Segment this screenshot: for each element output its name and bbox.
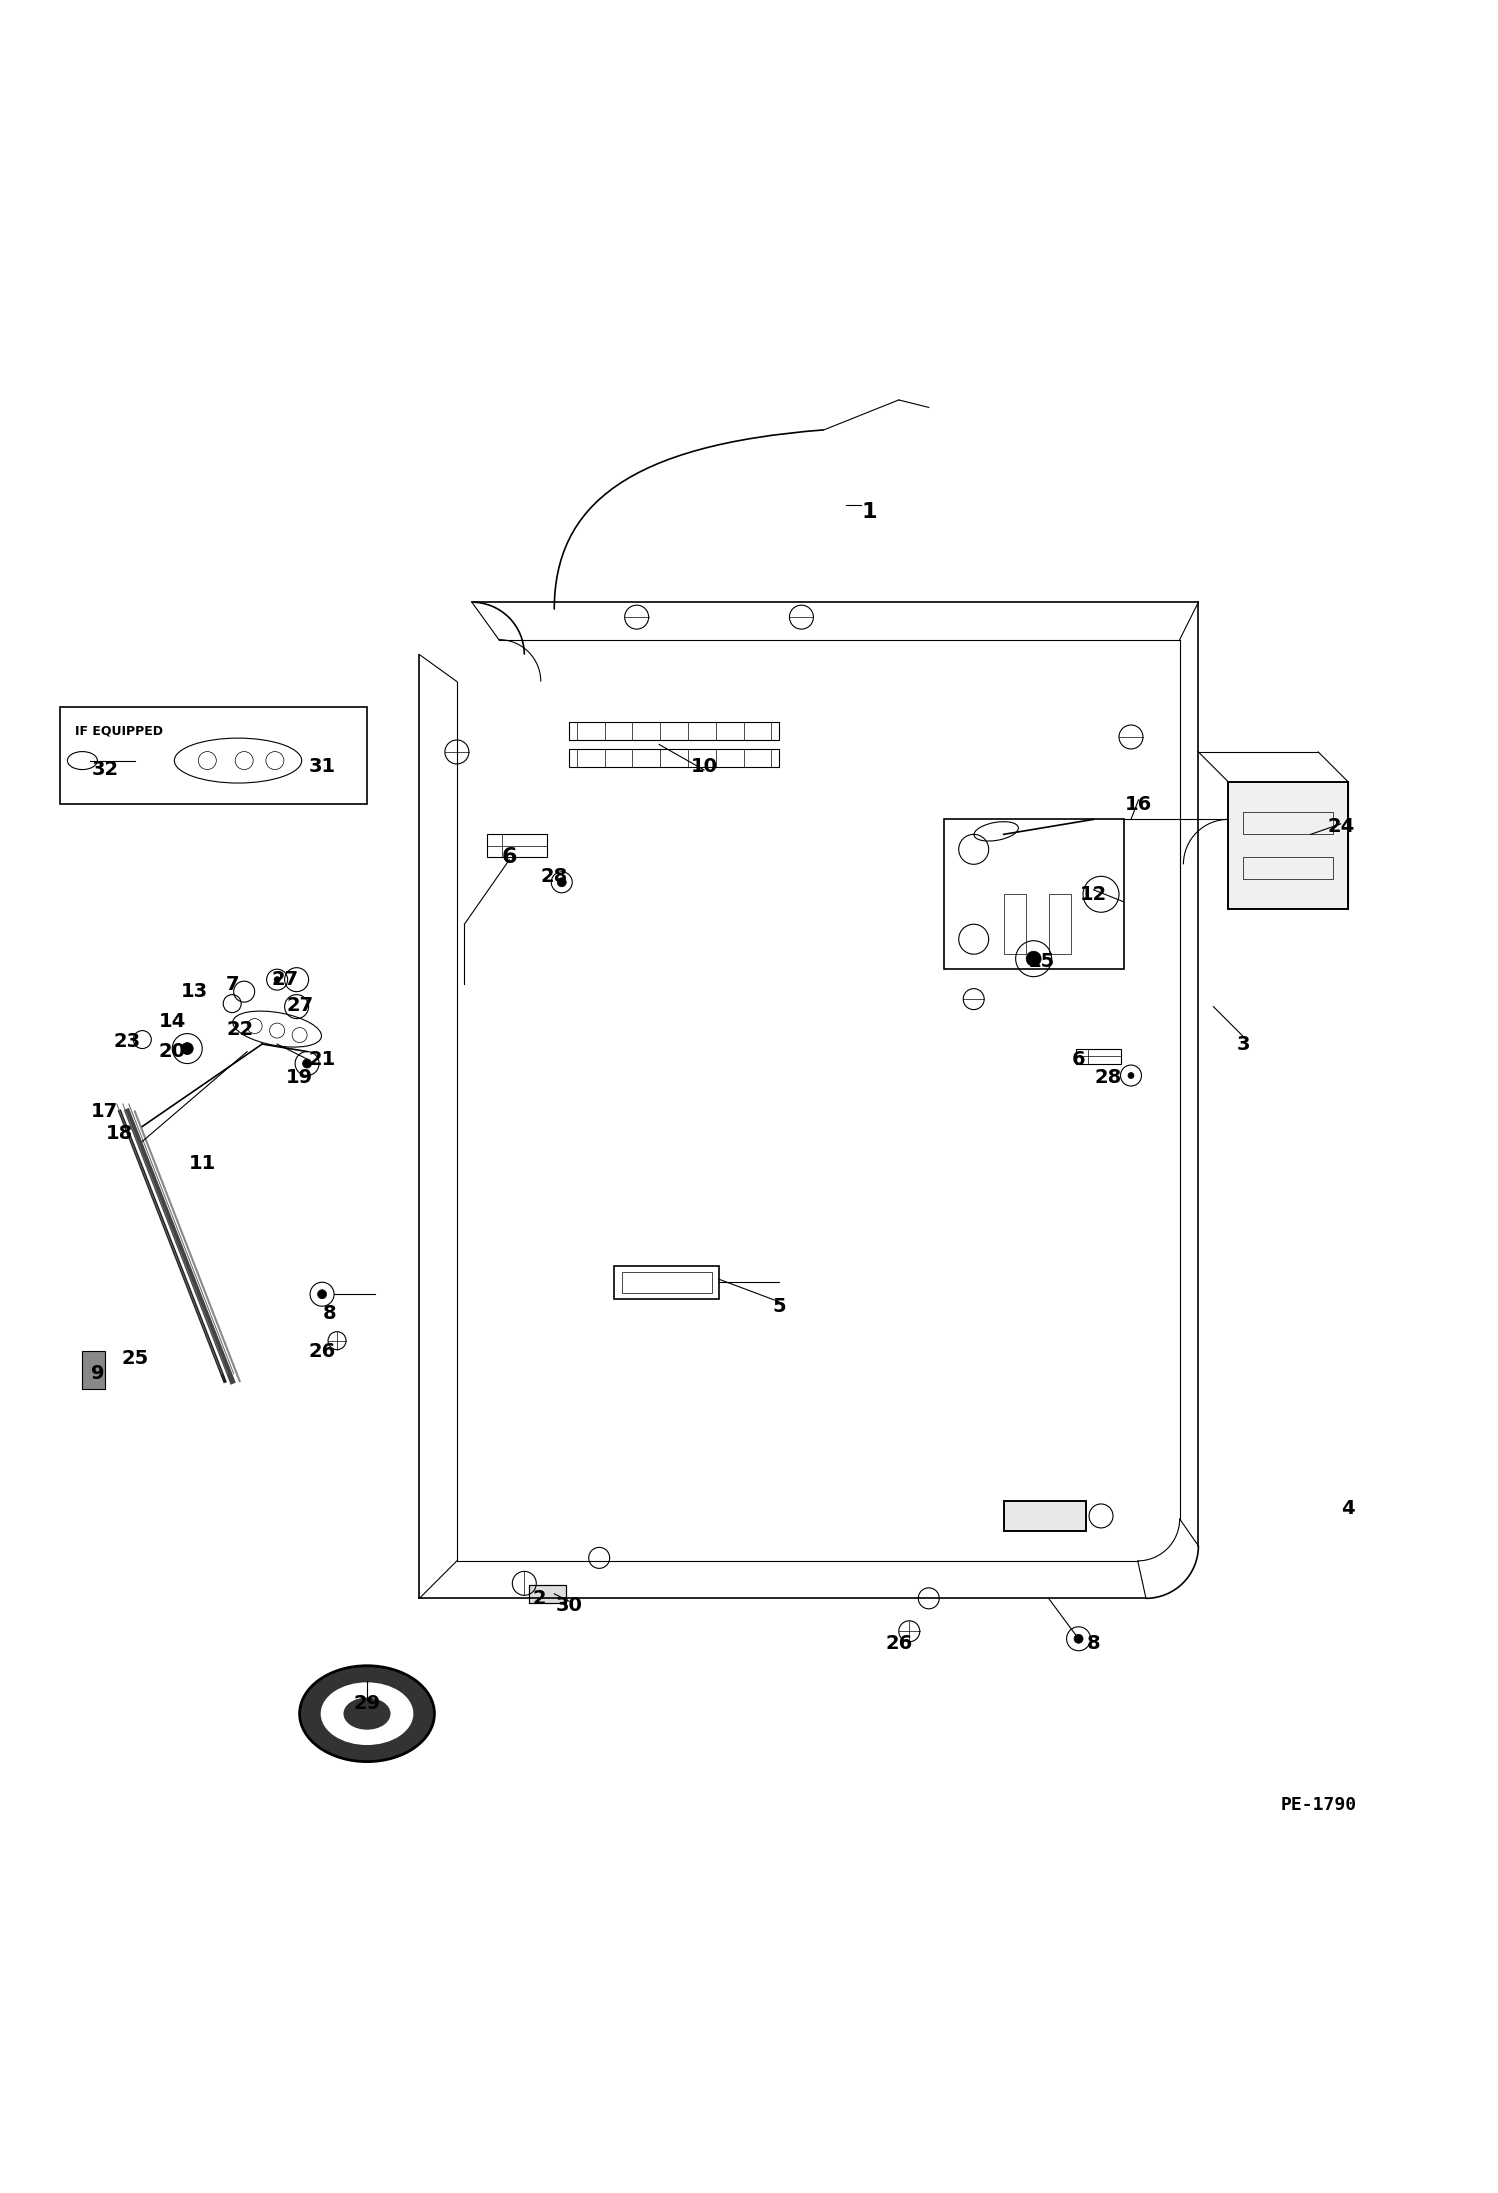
Circle shape <box>1026 952 1041 967</box>
Text: 2: 2 <box>532 1590 547 1607</box>
Ellipse shape <box>232 1011 322 1046</box>
Text: 27: 27 <box>271 969 298 989</box>
Text: 21: 21 <box>309 1050 336 1068</box>
Text: 14: 14 <box>159 1013 186 1031</box>
Ellipse shape <box>345 1700 389 1728</box>
Text: PE-1790: PE-1790 <box>1281 1796 1356 1814</box>
Text: 6: 6 <box>502 846 517 866</box>
Bar <box>622 1272 712 1292</box>
Text: 8: 8 <box>1086 1634 1101 1654</box>
Text: 32: 32 <box>91 761 118 779</box>
Bar <box>1004 1500 1086 1531</box>
Bar <box>529 1586 566 1603</box>
Text: 19: 19 <box>286 1068 313 1086</box>
Text: 25: 25 <box>121 1349 148 1368</box>
Bar <box>614 1265 719 1298</box>
Circle shape <box>303 1059 312 1068</box>
Text: 8: 8 <box>322 1305 337 1322</box>
Ellipse shape <box>174 739 301 783</box>
Ellipse shape <box>300 1667 434 1761</box>
Bar <box>60 706 367 805</box>
Bar <box>82 1351 105 1388</box>
Circle shape <box>274 976 280 982</box>
Text: 29: 29 <box>354 1693 380 1713</box>
Bar <box>1243 811 1333 833</box>
Bar <box>487 833 547 857</box>
Text: 20: 20 <box>159 1042 186 1061</box>
Bar <box>1049 895 1071 954</box>
Circle shape <box>318 1289 327 1298</box>
Text: 4: 4 <box>1341 1500 1356 1518</box>
Text: 11: 11 <box>189 1154 216 1173</box>
Text: 12: 12 <box>1080 884 1107 904</box>
Text: 31: 31 <box>309 757 336 776</box>
Bar <box>569 721 779 739</box>
Circle shape <box>172 1033 202 1064</box>
Text: 30: 30 <box>556 1597 583 1616</box>
Circle shape <box>557 877 566 886</box>
Text: 24: 24 <box>1327 818 1354 836</box>
Circle shape <box>181 1042 193 1055</box>
Text: 15: 15 <box>1028 952 1055 971</box>
Text: 16: 16 <box>1125 794 1152 814</box>
Text: 22: 22 <box>226 1020 253 1039</box>
Text: 3: 3 <box>1236 1035 1251 1053</box>
Text: 7: 7 <box>225 974 240 993</box>
Bar <box>1243 857 1333 879</box>
Text: 9: 9 <box>90 1364 105 1384</box>
Text: 28: 28 <box>541 866 568 886</box>
Text: 13: 13 <box>181 982 208 1002</box>
Bar <box>1228 783 1348 910</box>
Circle shape <box>1074 1634 1083 1643</box>
Text: 6: 6 <box>1071 1050 1086 1068</box>
Text: 28: 28 <box>1095 1068 1122 1086</box>
Text: 10: 10 <box>691 757 718 776</box>
Text: IF EQUIPPED: IF EQUIPPED <box>75 726 163 739</box>
Bar <box>1004 895 1026 954</box>
Text: 23: 23 <box>114 1031 141 1050</box>
Ellipse shape <box>322 1684 412 1743</box>
Text: 26: 26 <box>309 1342 336 1360</box>
Bar <box>569 750 779 768</box>
Text: 27: 27 <box>286 996 313 1015</box>
Bar <box>944 820 1124 969</box>
Text: 1: 1 <box>861 502 876 522</box>
Text: 26: 26 <box>885 1634 912 1654</box>
Circle shape <box>1128 1072 1134 1079</box>
Bar <box>1228 783 1348 910</box>
Text: 17: 17 <box>91 1101 118 1121</box>
Text: 18: 18 <box>106 1125 133 1143</box>
Bar <box>529 1586 566 1603</box>
Text: 5: 5 <box>771 1296 786 1316</box>
Bar <box>1076 1048 1121 1064</box>
Bar <box>1004 1500 1086 1531</box>
Circle shape <box>295 1053 319 1075</box>
